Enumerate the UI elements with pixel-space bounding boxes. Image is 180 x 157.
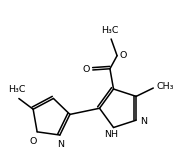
- Text: H₃C: H₃C: [8, 85, 26, 94]
- Text: N: N: [58, 140, 65, 149]
- Text: O: O: [30, 137, 37, 146]
- Text: H₃C: H₃C: [101, 26, 119, 35]
- Text: NH: NH: [104, 130, 118, 139]
- Text: N: N: [140, 117, 147, 126]
- Text: O: O: [82, 65, 89, 73]
- Text: O: O: [120, 51, 127, 60]
- Text: CH₃: CH₃: [157, 82, 174, 91]
